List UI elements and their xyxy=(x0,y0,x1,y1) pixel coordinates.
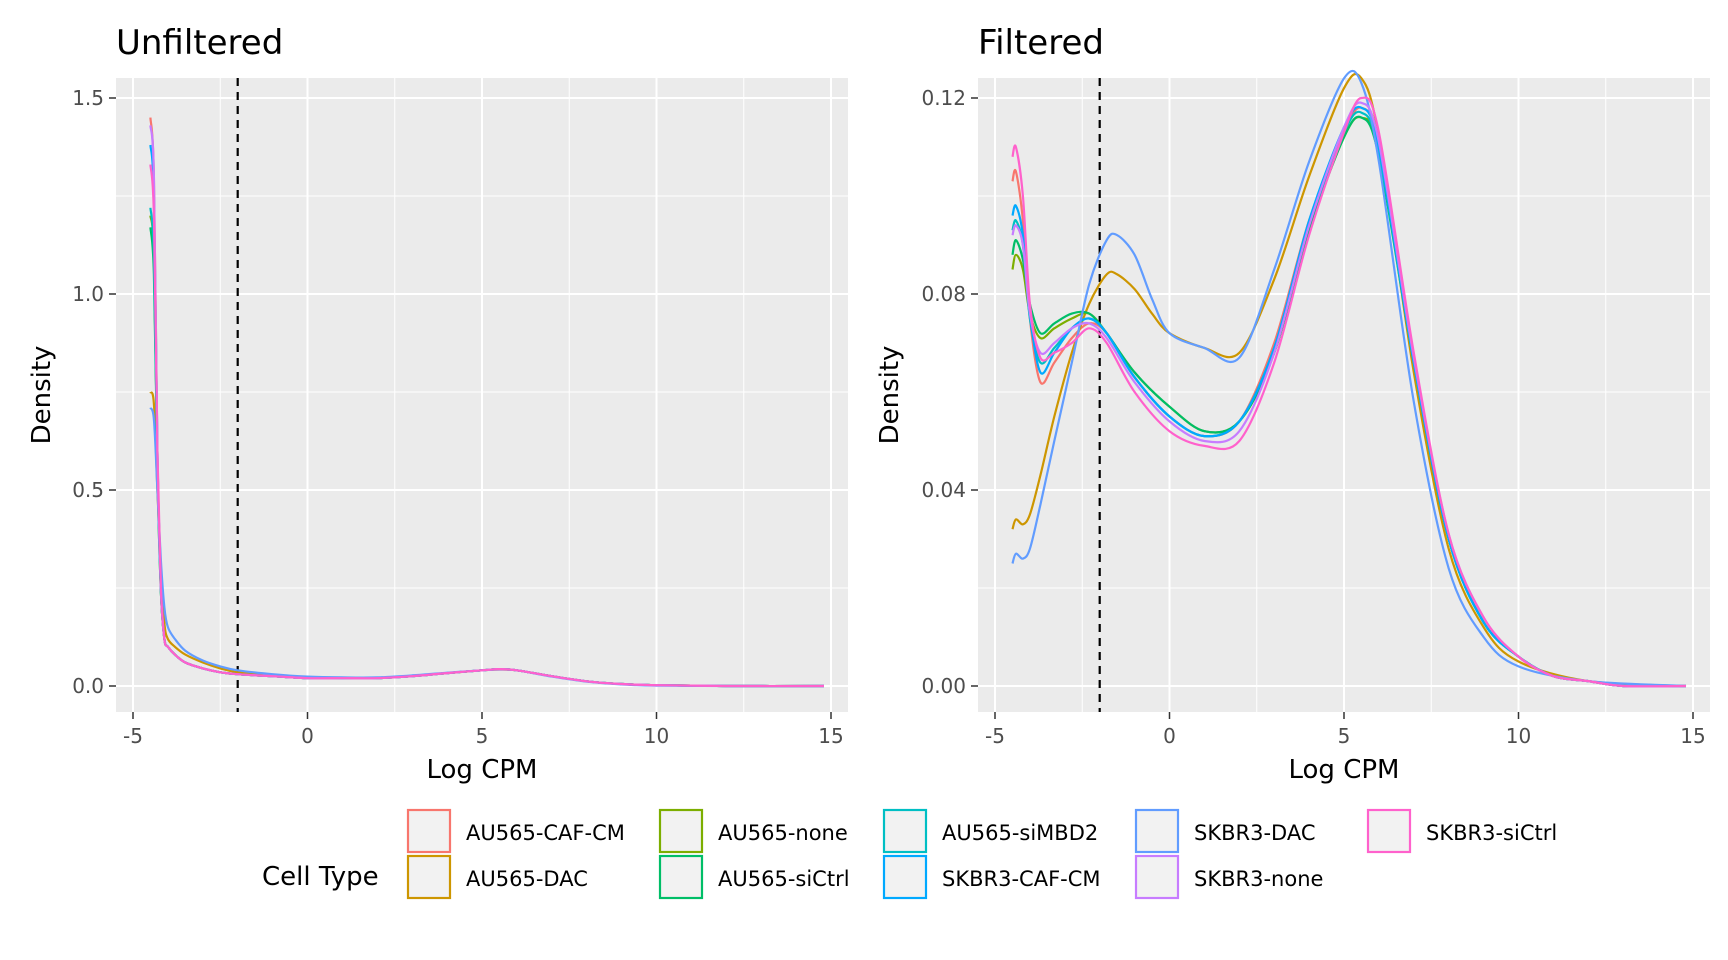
legend-label-au565-none: AU565-none xyxy=(718,821,848,845)
filtered-y-tick-label: 0.00 xyxy=(921,674,966,698)
legend-item-au565-none: AU565-none xyxy=(658,808,848,854)
legend-item-au565-sictrl: AU565-siCtrl xyxy=(658,854,850,900)
filtered-y-tick-label: 0.12 xyxy=(921,86,966,110)
legend-label-au565-simbd2: AU565-siMBD2 xyxy=(942,821,1098,845)
legend-title: Cell Type xyxy=(262,862,379,892)
legend-label-au565-dac: AU565-DAC xyxy=(466,867,588,891)
legend-item-au565-simbd2: AU565-siMBD2 xyxy=(882,808,1098,854)
unfiltered-x-tick-label: 15 xyxy=(818,724,843,748)
unfiltered-x-tick-label: 0 xyxy=(301,724,314,748)
filtered-series-skbr3-dac xyxy=(1011,69,1687,688)
filtered-series-au565-dac xyxy=(1011,72,1687,688)
unfiltered-y-tick-label: 0.0 xyxy=(72,674,104,698)
legend-item-au565-dac: AU565-DAC xyxy=(406,854,588,900)
filtered-panel-title: Filtered xyxy=(978,23,1104,63)
legend-label-skbr3-sictrl: SKBR3-siCtrl xyxy=(1426,821,1557,845)
unfiltered-y-tick-label: 1.0 xyxy=(72,282,104,306)
legend-item-skbr3-caf-cm: SKBR3-CAF-CM xyxy=(882,854,1101,900)
legend-label-skbr3-none: SKBR3-none xyxy=(1194,867,1323,891)
legend-key-skbr3-sictrl xyxy=(1366,808,1412,854)
legend-key-skbr3-dac xyxy=(1134,808,1180,854)
filtered-y-axis-title: Density xyxy=(875,346,905,445)
filtered-x-tick-label: -5 xyxy=(985,724,1005,748)
unfiltered-panel: Unfiltered -5 0 5 10 150.00.51.01.5 Log CPM … xyxy=(27,23,848,785)
legend-key-au565-simbd2 xyxy=(882,808,928,854)
legend-key-skbr3-caf-cm xyxy=(882,854,928,900)
legend-label-au565-caf-cm: AU565-CAF-CM xyxy=(466,821,625,845)
unfiltered-ticks: -5 0 5 10 15 0.0 0.5 1.0 1.5 xyxy=(72,86,844,748)
unfiltered-x-tick-label: 10 xyxy=(644,724,669,748)
filtered-ticks: -5 0 5 10 15 0.00 0.04 0.08 0.12 xyxy=(921,86,1705,748)
legend-key-au565-caf-cm xyxy=(406,808,452,854)
legend-item-skbr3-sictrl: SKBR3-siCtrl xyxy=(1366,808,1557,854)
legend-item-skbr3-dac: SKBR3-DAC xyxy=(1134,808,1316,854)
filtered-x-tick-label: 0 xyxy=(1163,724,1176,748)
legend-items: AU565-CAF-CM AU565-DAC AU565-none AU565-siC… xyxy=(406,808,1557,900)
legend-item-au565-caf-cm: AU565-CAF-CM xyxy=(406,808,625,854)
filtered-x-tick-label: 10 xyxy=(1506,724,1531,748)
filtered-series-skbr3-sictrl xyxy=(1011,96,1687,688)
filtered-series-skbr3-caf-cm xyxy=(1011,105,1687,688)
unfiltered-gridlines xyxy=(116,78,848,712)
filtered-y-tick-label: 0.04 xyxy=(921,478,966,502)
legend-key-au565-none xyxy=(658,808,704,854)
legend-key-au565-sictrl xyxy=(658,854,704,900)
unfiltered-y-tick-label: 0.5 xyxy=(72,478,104,502)
filtered-x-axis-title: Log CPM xyxy=(1289,755,1400,785)
filtered-x-tick-label: 15 xyxy=(1680,724,1705,748)
legend-key-au565-dac xyxy=(406,854,452,900)
legend-item-skbr3-none: SKBR3-none xyxy=(1134,854,1323,900)
filtered-series xyxy=(1011,69,1687,688)
legend-label-skbr3-caf-cm: SKBR3-CAF-CM xyxy=(942,867,1101,891)
unfiltered-panel-title: Unfiltered xyxy=(116,23,283,63)
filtered-x-tick-label: 5 xyxy=(1338,724,1351,748)
filtered-panel: Filtered -5 0 5 10 15 0.00 0.04 0.08 0.12 Log CP… xyxy=(875,23,1710,785)
unfiltered-series-skbr3-sictrl xyxy=(149,164,825,688)
unfiltered-y-tick-label: 1.5 xyxy=(72,86,104,110)
legend-label-skbr3-dac: SKBR3-DAC xyxy=(1194,821,1316,845)
unfiltered-x-tick-label: 5 xyxy=(476,724,489,748)
unfiltered-x-tick-label: -5 xyxy=(123,724,143,748)
filtered-gridlines xyxy=(978,78,1710,712)
unfiltered-x-axis-title: Log CPM xyxy=(427,755,538,785)
legend-label-au565-sictrl: AU565-siCtrl xyxy=(718,867,850,891)
unfiltered-series xyxy=(149,117,825,688)
legend-key-skbr3-none xyxy=(1134,854,1180,900)
legend: Cell Type AU565-CAF-CM AU565-DAC AU565-non… xyxy=(262,808,1557,900)
filtered-y-tick-label: 0.08 xyxy=(921,282,966,306)
unfiltered-y-axis-title: Density xyxy=(27,346,57,445)
